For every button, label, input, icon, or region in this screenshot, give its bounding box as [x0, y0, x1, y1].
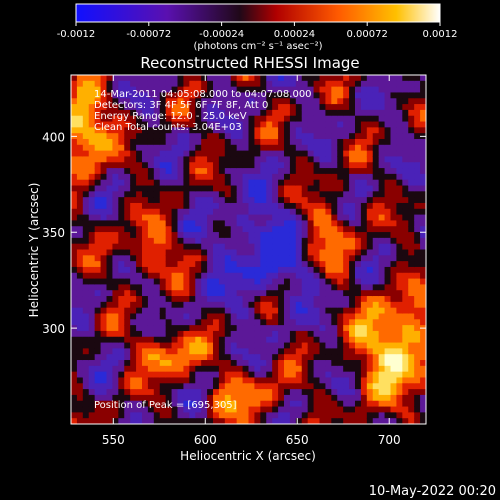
annotation-counts: Clean Total counts: 3.04E+03 [94, 122, 242, 133]
plot-frame [70, 74, 427, 425]
annotation-block: 14-Mar-2011 04:05:08.000 to 04:07:08.000… [94, 89, 312, 133]
peak-position-label: Position of Peak = [695,305] [94, 400, 237, 411]
colorbar-tick-label: -0.0012 [57, 29, 96, 40]
x-tick-label: 600 [194, 433, 217, 447]
y-axis-label: Heliocentric Y (arcsec) [27, 183, 41, 318]
x-tick-label: 550 [102, 433, 125, 447]
heatmap-cells [71, 75, 427, 425]
y-tick-label: 350 [42, 226, 65, 240]
annotation-detectors: Detectors: 3F 4F 5F 6F 7F 8F, Att 0 [94, 100, 268, 111]
y-tick-label: 300 [42, 322, 65, 336]
x-tick-label: 650 [286, 433, 309, 447]
annotation-time: 14-Mar-2011 04:05:08.000 to 04:07:08.000 [94, 89, 312, 100]
colorbar: -0.0012 -0.00072 -0.00024 0.00024 0.00072 0.0… [57, 3, 458, 52]
colorbar-gradient [75, 3, 441, 23]
colorbar-unit-label: (photons cm⁻² s⁻¹ asec⁻²) [193, 41, 322, 52]
x-axis-label: Heliocentric X (arcsec) [180, 449, 316, 463]
colorbar-tick-label: 0.00072 [347, 29, 388, 40]
colorbar-tick-label: 0.0012 [423, 29, 458, 40]
colorbar-tick-label: 0.00024 [274, 29, 315, 40]
colorbar-tick-label: -0.00072 [126, 29, 171, 40]
chart-title: Reconstructed RHESSI Image [140, 54, 359, 72]
render-timestamp: 10-May-2022 00:20 [369, 484, 496, 499]
colorbar-tick-label: -0.00024 [199, 29, 244, 40]
y-tick-label: 400 [42, 130, 65, 144]
annotation-energy: Energy Range: 12.0 - 25.0 keV [94, 111, 247, 122]
x-tick-label: 700 [378, 433, 401, 447]
axis-ticks: 550 600 650 700 300 350 400 [42, 75, 426, 447]
